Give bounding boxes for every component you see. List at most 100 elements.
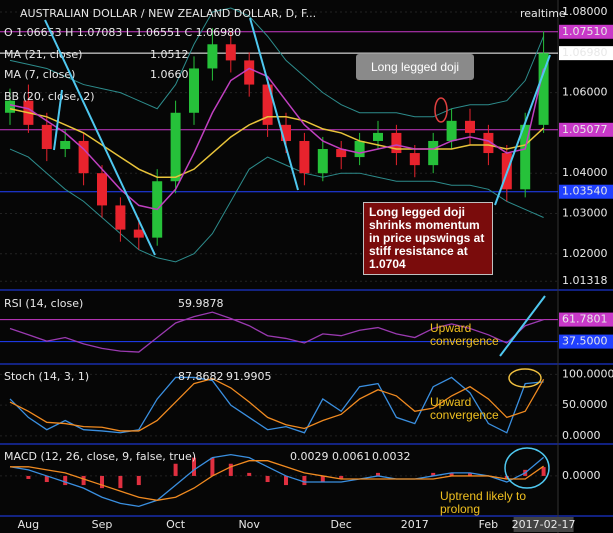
candle-body bbox=[299, 140, 310, 174]
price-tag bbox=[559, 334, 613, 349]
legend-value: 1.0512 bbox=[150, 48, 189, 61]
candle-body bbox=[483, 132, 494, 154]
y-tick-label: 1.07510 bbox=[562, 25, 608, 38]
candle-body bbox=[520, 124, 531, 190]
price-tag bbox=[559, 184, 613, 199]
highlight-ring bbox=[508, 368, 542, 388]
trend-arrow bbox=[494, 54, 551, 206]
histogram-bar bbox=[265, 475, 270, 483]
candle-body bbox=[170, 112, 181, 182]
histogram-bar bbox=[302, 475, 307, 486]
y-tick-label: 1.01318 bbox=[562, 274, 608, 287]
indicator-line bbox=[9, 311, 544, 353]
price-tag bbox=[559, 24, 613, 39]
bollinger-lower bbox=[9, 148, 544, 263]
x-tick-label: Sep bbox=[92, 518, 113, 531]
x-tick-label: Aug bbox=[18, 518, 39, 531]
histogram-bar bbox=[320, 475, 325, 483]
candle-body bbox=[465, 120, 475, 133]
candle-body bbox=[428, 140, 439, 166]
candle-body bbox=[133, 229, 144, 238]
indicator-line bbox=[10, 460, 544, 501]
indicator-title: RSI (14, close) bbox=[4, 297, 83, 310]
candle-body bbox=[317, 149, 328, 174]
histogram-bar bbox=[136, 475, 141, 486]
legend-value: 87.8682 bbox=[178, 370, 224, 383]
legend-name: BB (20, close, 2) bbox=[4, 90, 95, 103]
candle-body bbox=[189, 68, 199, 113]
candle-body bbox=[409, 153, 420, 166]
candle-body bbox=[354, 140, 365, 158]
moving-average bbox=[9, 67, 545, 211]
indicator-title: Stoch (14, 3, 1) bbox=[4, 370, 89, 383]
indicator-line bbox=[9, 377, 545, 432]
x-tick-label: Dec bbox=[331, 518, 352, 531]
marks: 1.08000 1.07510 1.06980 1.06000 1.05077 1.040… bbox=[0, 5, 613, 532]
histogram-bar bbox=[192, 457, 196, 476]
date-tag bbox=[513, 517, 574, 532]
histogram-bar bbox=[26, 475, 31, 479]
legend-value: 91.9905 bbox=[226, 370, 272, 383]
y-tick-label: 100.0000 bbox=[562, 367, 613, 380]
bollinger-upper bbox=[9, 7, 545, 118]
trend-arrow bbox=[53, 89, 63, 151]
price-tag bbox=[559, 312, 613, 327]
histogram-bar bbox=[210, 457, 215, 476]
price-tag bbox=[559, 122, 613, 137]
candle-body bbox=[41, 124, 52, 150]
histogram-bar bbox=[339, 475, 344, 479]
y-tick-label: 0.0000 bbox=[562, 429, 601, 442]
status: realtime bbox=[520, 7, 566, 20]
y-tick-label: 61.7801 bbox=[562, 313, 608, 326]
candle-body bbox=[391, 132, 402, 154]
y-tick-label: 1.05077 bbox=[562, 123, 608, 136]
candle-body bbox=[538, 53, 549, 125]
histogram-bar bbox=[44, 475, 49, 483]
trend-arrow bbox=[249, 17, 299, 191]
legend-value: 0.0061 bbox=[332, 450, 371, 463]
histogram-bar bbox=[100, 475, 104, 489]
trend-arrow bbox=[499, 295, 546, 357]
legend-value: 0.0029 bbox=[290, 450, 329, 463]
histogram-bar bbox=[449, 472, 454, 476]
candle-body bbox=[207, 44, 218, 69]
histogram-bar bbox=[173, 463, 178, 476]
x-tick-label: 2017-02-17 bbox=[512, 518, 576, 531]
histogram-bar bbox=[468, 472, 472, 476]
drawn-arrows bbox=[44, 17, 551, 357]
y-tick-label: 1.08000 bbox=[562, 5, 608, 18]
indicator-line bbox=[9, 376, 544, 434]
x-tick-label: Feb bbox=[479, 518, 498, 531]
legend-name: MA (21, close) bbox=[4, 48, 82, 61]
candle-body bbox=[5, 100, 15, 113]
price-axis-bg bbox=[558, 0, 613, 533]
histogram-bar bbox=[431, 472, 436, 476]
histogram-bar bbox=[541, 467, 546, 476]
histogram-bar bbox=[376, 472, 380, 476]
legend-value: 59.9878 bbox=[178, 297, 224, 310]
legend-value: 0.0032 bbox=[372, 450, 411, 463]
y-tick-label: 1.03000 bbox=[562, 206, 608, 219]
y-tick-label: 1.06000 bbox=[562, 86, 608, 99]
candle-body bbox=[115, 205, 126, 230]
trend-arrow bbox=[44, 19, 156, 256]
histogram-bar bbox=[81, 475, 86, 486]
indicator-title: MACD (12, 26, close, 9, false, true) bbox=[4, 450, 196, 463]
legend-name: MA (7, close) bbox=[4, 68, 75, 81]
highlight-ring bbox=[434, 97, 448, 123]
histogram-bar bbox=[118, 475, 123, 489]
chart-title: AUSTRALIAN DOLLAR / NEW ZEALAND DOLLAR, … bbox=[20, 7, 316, 20]
candle-body bbox=[262, 84, 273, 125]
histogram-bar bbox=[247, 472, 252, 476]
doji-explanation: Long legged doji shrinks momentum in pri… bbox=[363, 202, 493, 275]
indicator-line bbox=[9, 453, 545, 508]
y-tick-label: 50.0000 bbox=[562, 398, 608, 411]
y-tick-label: 1.04000 bbox=[562, 166, 608, 179]
legend-value: 1.0660 bbox=[150, 68, 189, 81]
candle-body bbox=[225, 44, 236, 61]
price-tag bbox=[559, 46, 613, 61]
candle-body bbox=[336, 149, 347, 158]
histogram-bar bbox=[284, 475, 288, 486]
